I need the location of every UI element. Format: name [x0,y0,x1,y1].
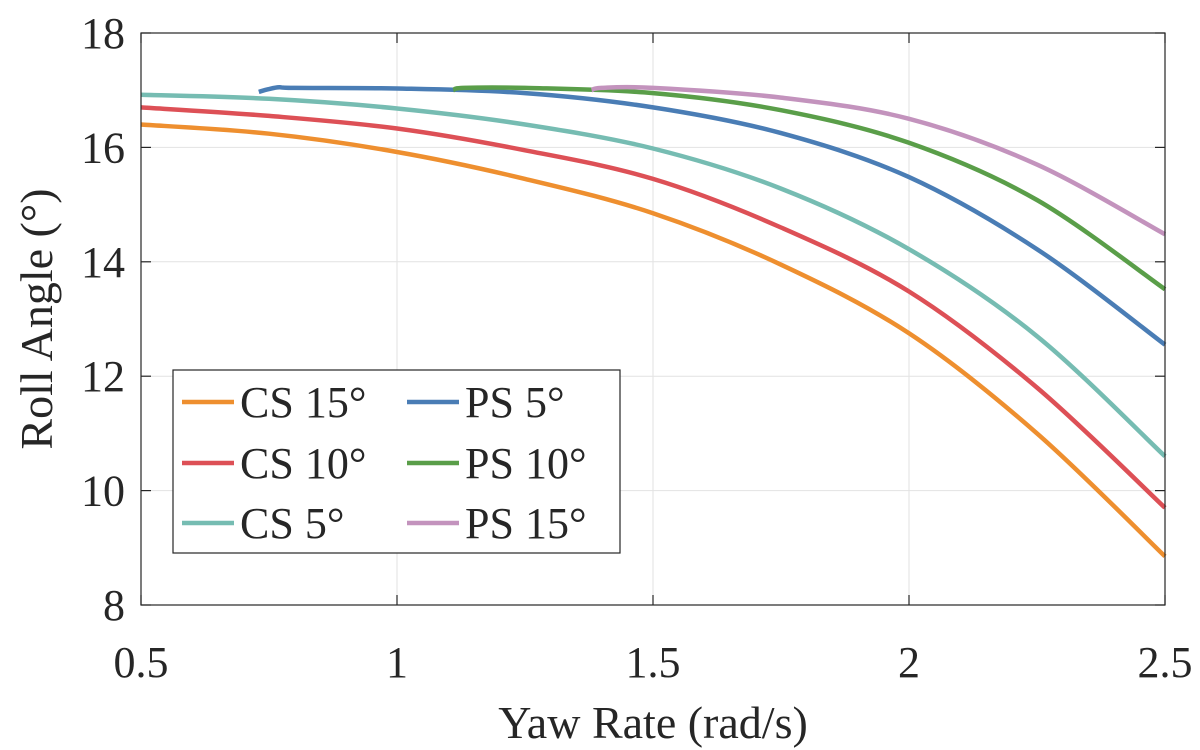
x-tick-label: 1 [386,638,408,687]
legend-label: PS 10° [465,439,587,488]
x-tick-label: 2.5 [1138,638,1193,687]
series-line-ps-15 [590,84,1167,237]
series-line-ps-10 [451,85,1167,292]
series-line-cs-15 [140,122,1167,559]
y-tick-label: 12 [81,352,125,401]
legend-box [172,369,621,554]
legend-label: PS 5° [465,378,565,427]
legend-label: CS 10° [240,439,366,488]
series-lines [140,84,1167,559]
series-line-ps-5 [258,85,1167,347]
x-axis-label: Yaw Rate (rad/s) [498,697,808,748]
legend-label: CS 5° [240,499,344,548]
x-tick-label: 2 [898,638,920,687]
y-tick-label: 14 [81,238,125,287]
y-tick-label: 18 [81,9,125,58]
y-tick-label: 16 [81,123,125,172]
legend-label: CS 15° [240,378,366,427]
x-axis-ticks: 0.5 1 1.5 2 2.5 [114,33,1193,687]
legend: CS 15° PS 5° CS 10° PS 10° CS 5° PS 15° [172,369,621,554]
series-line-cs-5 [140,92,1167,458]
x-tick-label: 0.5 [114,638,169,687]
series-line-cs-10 [140,105,1167,510]
y-axis-label: Roll Angle (°) [11,188,62,449]
y-axis-ticks: 8 10 12 14 16 18 [81,9,1165,630]
y-tick-label: 10 [81,467,125,516]
x-tick-label: 1.5 [626,638,681,687]
y-tick-label: 8 [103,581,125,630]
legend-label: PS 15° [465,499,587,548]
